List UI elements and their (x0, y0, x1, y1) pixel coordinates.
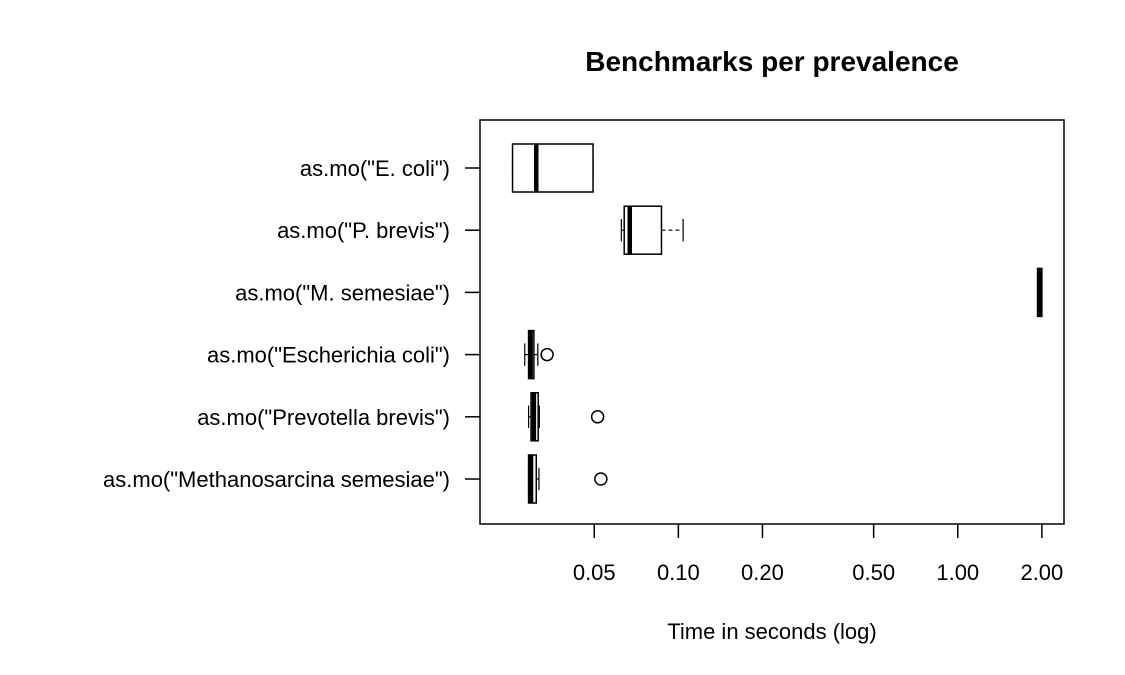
y-tick-label: as.mo("E. coli") (300, 156, 450, 181)
boxes-group (511, 143, 1043, 504)
plot-frame (479, 119, 1065, 525)
y-tick-label: as.mo("Methanosarcina semesiae") (103, 467, 450, 492)
chart-title: Benchmarks per prevalence (585, 46, 959, 77)
box-group (620, 205, 684, 255)
outlier-point (540, 347, 554, 362)
x-tick-label: 0.05 (573, 560, 616, 585)
x-tick-label: 2.00 (1020, 560, 1063, 585)
y-tick-label: as.mo("Escherichia coli") (207, 343, 450, 368)
x-tick-label: 1.00 (936, 560, 979, 585)
outlier-point (590, 410, 605, 424)
outlier-point (594, 472, 608, 486)
y-tick-label: as.mo("M. semesiae") (235, 280, 450, 305)
box-group (1036, 267, 1043, 318)
y-tick-label: as.mo("Prevotella brevis") (197, 405, 450, 430)
y-tick-label: as.mo("P. brevis") (277, 218, 450, 243)
box-group (527, 454, 608, 504)
x-tick-label: 0.10 (657, 560, 700, 585)
box-group (524, 329, 554, 380)
x-axis: 0.05 0.10 0.20 0.50 1.00 2.00 (573, 524, 1063, 585)
y-axis: as.mo("E. coli") as.mo("P. brevis") as.mo(… (103, 156, 480, 492)
x-tick-label: 0.50 (852, 560, 895, 585)
x-tick-label: 0.20 (741, 560, 784, 585)
box-group (527, 392, 605, 442)
box-iqr (511, 143, 594, 193)
x-axis-label: Time in seconds (log) (667, 619, 876, 644)
box-group (511, 143, 594, 193)
